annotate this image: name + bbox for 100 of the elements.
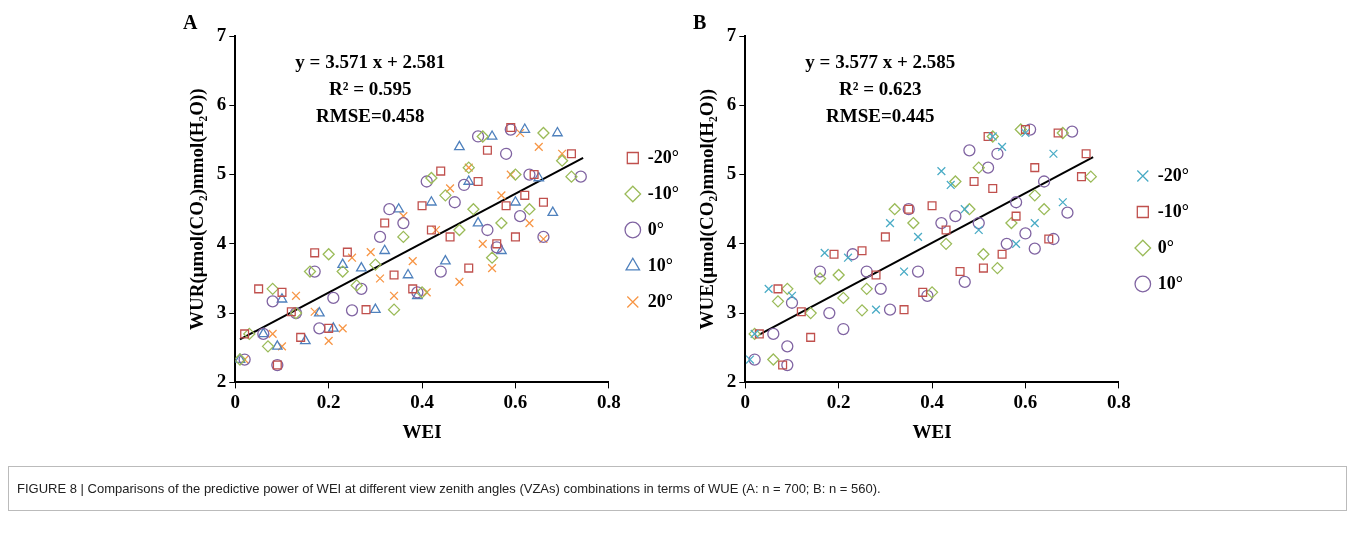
point [481,223,494,237]
point [538,234,548,244]
point [754,329,764,339]
chart-title: A [183,11,198,34]
point [913,232,923,242]
point [415,286,429,299]
point [327,322,339,332]
point [958,275,971,289]
point [557,149,567,159]
caption: FIGURE 8 | Comparisons of the predictive power of WEI at different view zenith angles (VZAs) combinations in terms of WUE (A: n = 700; B: n = 560). [17,481,882,496]
point [439,255,451,265]
point [804,306,817,320]
point [324,323,334,333]
point [1023,123,1037,136]
point [1030,163,1040,173]
point [338,323,348,333]
point [347,253,357,263]
point [955,267,965,277]
point [327,291,340,305]
point [361,305,371,315]
point [355,261,367,272]
point [969,176,979,187]
legend-label: -10° [647,182,680,203]
point [1056,126,1069,140]
point [555,154,569,167]
x-tick-label: 0.2 [826,390,851,412]
point [369,258,382,271]
point [510,196,521,206]
point [342,247,352,257]
x-tick-label: 0.6 [1013,390,1038,412]
point [337,258,349,269]
point [857,246,867,256]
point [778,360,788,370]
point [796,307,806,317]
point [431,225,441,235]
point [266,295,279,308]
point [467,203,480,216]
point [1009,196,1023,209]
point [487,263,497,273]
point [537,230,550,244]
point [907,216,920,230]
point [925,286,939,299]
point [496,190,506,200]
point [939,237,953,250]
point [286,307,296,317]
annotation: y = 3.577 x + 2.585 [805,51,956,73]
point [566,149,576,159]
point [501,201,511,211]
y-axis-title: WUR(μmol(CO₂)mmol(H₂O)) [186,88,209,331]
point [880,232,890,242]
annotation: RMSE=0.445 [826,105,935,127]
point [1081,149,1091,159]
point [1011,239,1021,249]
y-tick-label: 2 [726,370,737,392]
point [303,265,317,278]
point [1037,175,1051,188]
x-tick-label: 0 [740,390,751,412]
x-tick-label: 0.6 [503,390,528,412]
point [537,126,550,140]
y-tick-label: 3 [726,301,737,323]
point [420,175,433,188]
x-tick-label: 0.8 [1106,390,1131,412]
x-tick-label: 0.4 [410,390,435,412]
point [240,329,250,339]
annotation: R² = 0.595 [329,78,412,100]
point [276,293,288,303]
point [425,171,438,185]
point [350,279,363,292]
point [1044,234,1054,244]
point [972,161,985,174]
point [843,253,853,263]
point [506,122,516,132]
point [972,216,985,230]
point [434,265,447,278]
y-tick-label: 6 [216,93,227,115]
point [781,340,794,353]
point [1037,203,1051,216]
point [885,218,895,228]
point [379,244,391,255]
point [482,145,492,155]
point [936,166,946,176]
point [499,147,513,160]
point [832,268,845,282]
y-tick-label: 2 [216,370,227,392]
point [1005,216,1018,230]
x-tick-label: 0 [230,390,241,412]
point [813,265,827,278]
point [946,180,956,190]
point [402,268,414,279]
legend-label: 10° [647,254,674,275]
point [767,327,780,341]
point [408,284,418,294]
point [552,126,563,137]
point [472,216,484,227]
point [436,166,446,176]
annotation: RMSE=0.458 [316,105,425,127]
point [846,248,859,261]
point [389,291,399,301]
point [871,305,881,315]
point [464,263,474,273]
